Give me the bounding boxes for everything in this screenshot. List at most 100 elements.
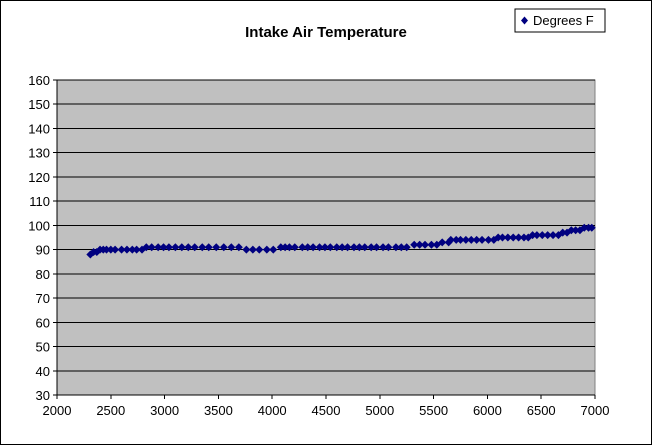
data-point <box>315 243 324 252</box>
data-point <box>198 243 207 252</box>
data-point <box>410 240 419 249</box>
data-point <box>184 243 193 252</box>
y-axis-ticks: 30 40 50 60 70 80 90 100 110 120 130 140 150 160 <box>28 73 57 403</box>
data-point <box>498 233 507 242</box>
data-point <box>402 243 411 252</box>
data-point <box>397 243 406 252</box>
y-tick-label: 150 <box>28 97 50 112</box>
x-tick-label: 4500 <box>312 403 341 418</box>
data-point <box>234 243 243 252</box>
y-tick-label: 160 <box>28 73 50 88</box>
data-point <box>503 233 512 242</box>
chart-title: Intake Air Temperature <box>245 24 407 41</box>
data-point <box>269 245 278 254</box>
data-point <box>281 243 290 252</box>
data-point <box>285 243 294 252</box>
data-point <box>372 243 381 252</box>
data-point <box>509 233 518 242</box>
x-tick-label: 3500 <box>204 403 233 418</box>
data-point <box>142 243 151 252</box>
x-tick-label: 3000 <box>150 403 179 418</box>
y-tick-label: 70 <box>36 291 50 306</box>
data-point <box>427 240 436 249</box>
x-axis-ticks: 2000 2500 3000 3500 4000 4500 5000 5500 6000 6500… <box>43 395 610 418</box>
data-point <box>349 243 358 252</box>
gridlines <box>57 79 595 372</box>
data-point <box>164 243 173 252</box>
y-tick-label: 30 <box>36 388 50 403</box>
x-tick-label: 2500 <box>96 403 125 418</box>
y-tick-label: 120 <box>28 170 50 185</box>
data-point <box>558 228 567 237</box>
data-point <box>255 245 264 254</box>
data-point <box>467 235 476 244</box>
data-point <box>391 243 400 252</box>
data-point <box>461 235 470 244</box>
data-point <box>355 243 364 252</box>
data-point <box>379 243 388 252</box>
y-tick-label: 50 <box>36 340 50 355</box>
data-point <box>290 243 299 252</box>
data-point <box>111 245 120 254</box>
data-point <box>204 243 213 252</box>
data-point <box>177 243 186 252</box>
data-point <box>538 231 547 240</box>
data-point <box>484 235 493 244</box>
legend-entry-label: Degrees F <box>533 13 594 28</box>
x-tick-label: 5000 <box>365 403 394 418</box>
data-point <box>276 243 285 252</box>
data-point <box>147 243 156 252</box>
data-point <box>543 231 552 240</box>
data-point <box>219 243 228 252</box>
data-point <box>478 235 487 244</box>
data-point <box>332 243 341 252</box>
data-point <box>367 243 376 252</box>
data-point <box>338 243 347 252</box>
data-points <box>86 223 596 259</box>
data-point <box>587 223 596 232</box>
data-point <box>303 243 312 252</box>
x-tick-label: 5500 <box>419 403 448 418</box>
y-tick-label: 110 <box>29 194 50 209</box>
legend-box <box>514 8 606 33</box>
y-tick-label: 40 <box>36 364 50 379</box>
x-tick-label: 6500 <box>527 403 556 418</box>
x-tick-label: 7000 <box>581 403 610 418</box>
data-point <box>446 235 455 244</box>
data-point <box>514 233 523 242</box>
data-point <box>242 245 251 254</box>
data-point <box>571 226 580 235</box>
x-tick-label: 4000 <box>258 403 287 418</box>
data-point <box>519 233 528 242</box>
data-point <box>128 245 137 254</box>
y-tick-label: 80 <box>36 267 50 282</box>
data-point <box>159 243 168 252</box>
data-point <box>106 245 115 254</box>
y-tick-label: 100 <box>28 218 50 233</box>
data-point <box>343 243 352 252</box>
data-point <box>117 245 126 254</box>
data-point <box>452 235 461 244</box>
data-point <box>248 245 257 254</box>
data-point <box>227 243 236 252</box>
y-tick-label: 60 <box>36 315 50 330</box>
data-point <box>567 226 576 235</box>
legend: Degrees F <box>514 8 606 33</box>
data-point <box>298 243 307 252</box>
data-point <box>132 245 141 254</box>
data-point <box>154 243 163 252</box>
data-point <box>384 243 393 252</box>
data-point <box>262 245 271 254</box>
data-point <box>549 231 558 240</box>
data-point <box>102 245 111 254</box>
data-point <box>320 243 329 252</box>
data-point <box>122 245 131 254</box>
data-point <box>580 223 589 232</box>
y-tick-label: 90 <box>36 243 50 258</box>
data-point <box>494 233 503 242</box>
data-point <box>532 231 541 240</box>
data-point <box>420 240 429 249</box>
data-point <box>472 235 481 244</box>
